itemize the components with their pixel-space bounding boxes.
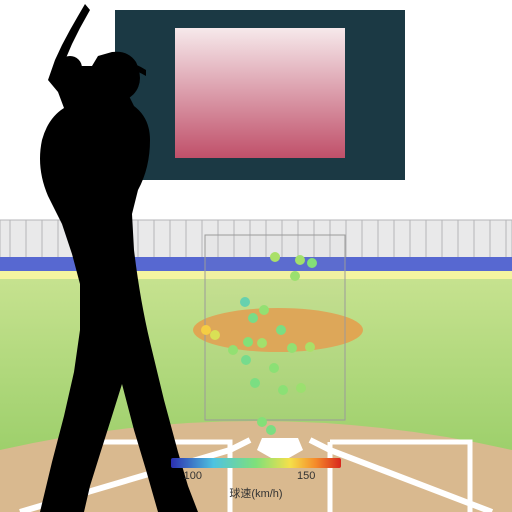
pitch-location-chart: 100 150 球速(km/h) [0, 0, 512, 512]
legend-gradient-bar [171, 458, 341, 468]
velocity-legend: 100 150 球速(km/h) [156, 458, 356, 508]
legend-ticks: 100 150 [171, 470, 341, 484]
legend-tick: 100 [184, 470, 202, 482]
legend-tick: 150 [297, 470, 315, 482]
legend-axis-label: 球速(km/h) [156, 485, 356, 501]
stadium-scene [0, 0, 512, 512]
